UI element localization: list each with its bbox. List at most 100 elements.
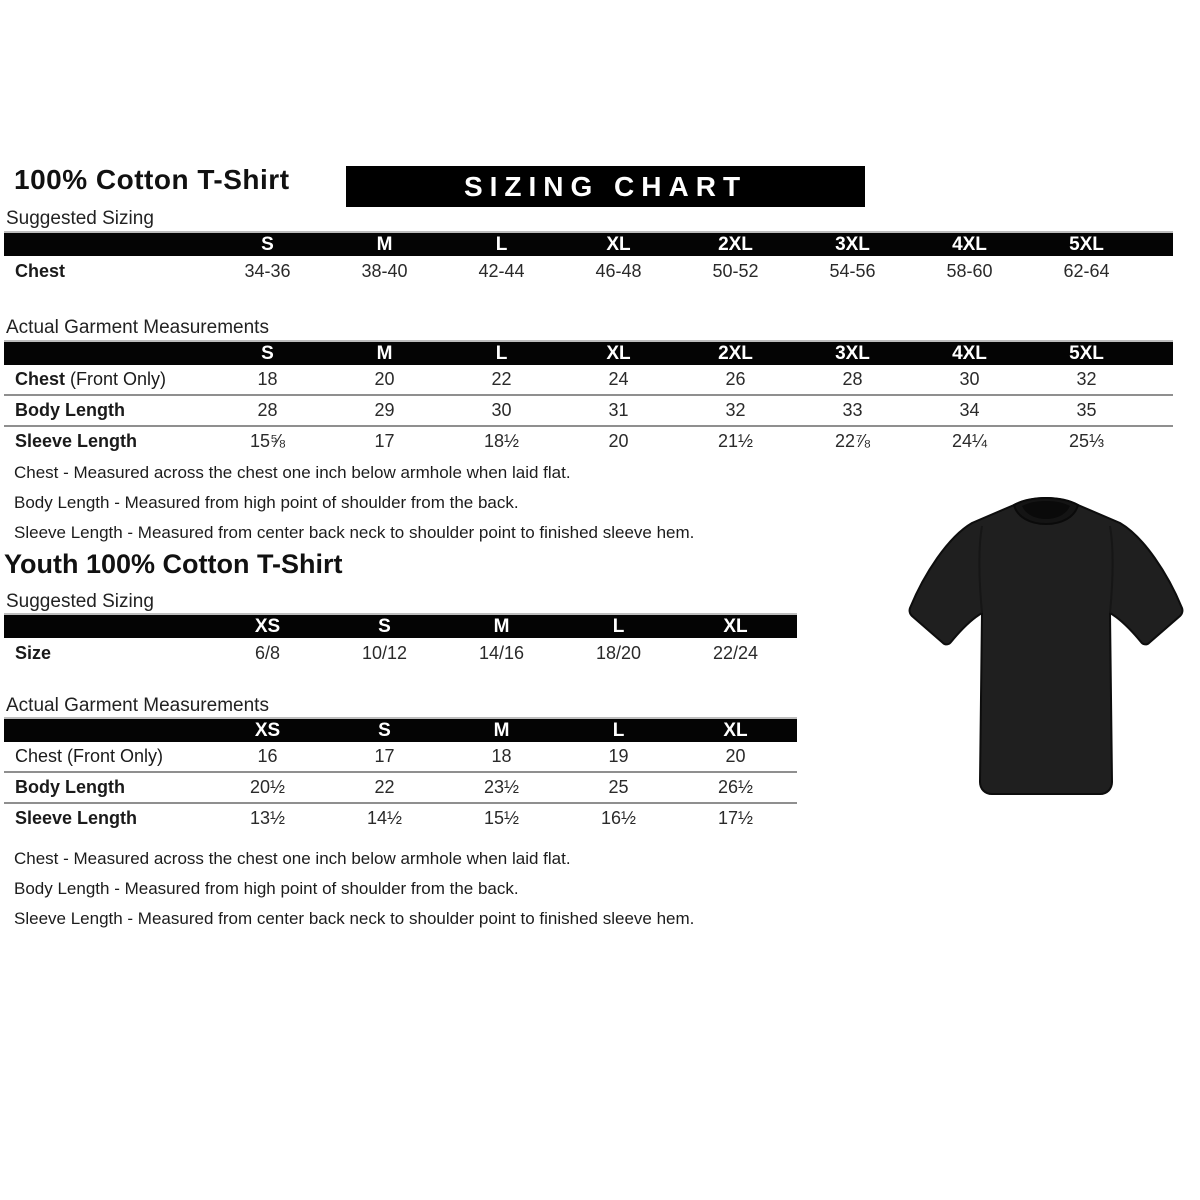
size-col-header: M — [443, 718, 560, 742]
tshirt-body-shape — [908, 496, 1184, 795]
row-label: Sleeve Length — [15, 808, 138, 828]
cell-value: 20 — [326, 365, 443, 396]
tshirt-right-seam — [1109, 525, 1114, 614]
note-body-length: Body Length - Measured from high point o… — [14, 493, 519, 512]
header-filler-cell — [1145, 232, 1173, 256]
table-header-row: XS S M L XL — [4, 718, 797, 742]
table-row-size: Size 6/8 10/12 14/16 18/20 22/24 — [4, 638, 797, 669]
cell-value: 50-52 — [712, 261, 759, 281]
table-header-row: S M L XL 2XL 3XL 4XL 5XL — [4, 232, 1173, 256]
cell-value: 14½ — [366, 808, 403, 828]
table-header-row: S M L XL 2XL 3XL 4XL 5XL — [4, 341, 1173, 365]
cell-value: 58-60 — [946, 261, 993, 281]
cell-value: 20½ — [209, 772, 326, 804]
youth-section-title: Youth 100% Cotton T-Shirt — [4, 549, 343, 579]
header-blank-cell — [4, 232, 209, 256]
row-label: Body Length — [4, 772, 209, 804]
cell-value: 21½ — [717, 431, 754, 451]
cell-value: 22 — [443, 365, 560, 396]
cell-value: 10/12 — [361, 643, 408, 663]
row-label: Chest (Front Only) — [4, 742, 209, 773]
sizing-chart-banner: SIZING CHART — [346, 166, 865, 207]
size-col-header: 5XL — [1028, 341, 1145, 365]
youth-suggested-sizing-label: Suggested Sizing — [6, 591, 154, 612]
cell-value: 42-44 — [478, 261, 525, 281]
cell-value: 32 — [677, 395, 794, 427]
row-label: Chest (Front Only) — [4, 365, 209, 396]
note-sleeve-length: Sleeve Length - Measured from center bac… — [14, 909, 695, 928]
header-blank-cell — [4, 341, 209, 365]
cell-value: 13½ — [249, 808, 286, 828]
row-label: Chest — [15, 261, 66, 281]
cell-value: 28 — [794, 365, 911, 396]
cell-value: 20 — [677, 742, 794, 773]
cell-value: 15⅝ — [249, 431, 286, 451]
size-col-header: 3XL — [794, 341, 911, 365]
cell-value: 24¼ — [951, 431, 988, 451]
cell-value: 18/20 — [595, 643, 642, 663]
cell-value: 16 — [209, 742, 326, 773]
note-sleeve-length: Sleeve Length - Measured from center bac… — [14, 523, 695, 542]
cell-value: 16½ — [600, 808, 637, 828]
size-col-header: L — [560, 718, 677, 742]
size-col-header: XS — [209, 718, 326, 742]
cell-value: 17 — [326, 742, 443, 773]
cell-value: 26½ — [677, 772, 794, 804]
size-col-header: S — [209, 232, 326, 256]
cell-value: 31 — [560, 395, 677, 427]
page-title: 100% Cotton T-Shirt — [14, 164, 290, 195]
size-col-header: XL — [560, 232, 677, 256]
size-col-header: 3XL — [794, 232, 911, 256]
row-label: Sleeve Length — [15, 431, 138, 451]
row-label: Size — [15, 643, 52, 663]
size-col-header: 4XL — [911, 232, 1028, 256]
cell-value: 25⅓ — [1068, 431, 1105, 451]
header-blank-cell — [4, 614, 209, 638]
cell-value: 30 — [911, 365, 1028, 396]
note-body-length: Body Length - Measured from high point o… — [14, 879, 519, 898]
cell-value: 26 — [677, 365, 794, 396]
size-col-header: L — [560, 614, 677, 638]
adult-measurement-notes: Chest - Measured across the chest one in… — [14, 458, 694, 548]
size-col-header: L — [443, 232, 560, 256]
cell-value: 25 — [560, 772, 677, 804]
cell-value: 22 — [326, 772, 443, 804]
cell-value: 22⅞ — [834, 431, 871, 451]
cell-value: 32 — [1028, 365, 1145, 396]
cell-value: 18½ — [483, 431, 520, 451]
cell-value: 35 — [1028, 395, 1145, 427]
cell-value: 30 — [443, 395, 560, 427]
tshirt-left-seam — [978, 525, 983, 614]
size-col-header: XL — [677, 614, 794, 638]
cell-value: 34-36 — [244, 261, 291, 281]
cell-value: 34 — [911, 395, 1028, 427]
cell-value: 54-56 — [829, 261, 876, 281]
cell-value: 15½ — [483, 808, 520, 828]
header-filler-cell — [1145, 341, 1173, 365]
table-row-body-length: Body Length 28 29 30 31 32 33 34 35 — [4, 395, 1173, 427]
tshirt-neck-shadow — [1022, 501, 1070, 519]
adult-actual-table: S M L XL 2XL 3XL 4XL 5XL Chest (Front On… — [4, 340, 1173, 456]
size-col-header: 5XL — [1028, 232, 1145, 256]
cell-value: 33 — [794, 395, 911, 427]
size-col-header: 4XL — [911, 341, 1028, 365]
cell-value: 20 — [608, 431, 629, 451]
size-col-header: XL — [677, 718, 794, 742]
cell-value: 24 — [560, 365, 677, 396]
cell-value: 17 — [374, 431, 395, 451]
cell-value: 18 — [209, 365, 326, 396]
table-row-body-length: Body Length 20½ 22 23½ 25 26½ — [4, 772, 797, 804]
youth-actual-table: XS S M L XL Chest (Front Only) 16 17 18 … — [4, 717, 797, 833]
youth-actual-measurements-label: Actual Garment Measurements — [6, 695, 269, 716]
header-filler-cell — [794, 718, 797, 742]
youth-measurement-notes: Chest - Measured across the chest one in… — [14, 844, 694, 934]
cell-value: 14/16 — [478, 643, 525, 663]
cell-value: 19 — [560, 742, 677, 773]
header-blank-cell — [4, 718, 209, 742]
size-col-header: S — [209, 341, 326, 365]
size-col-header: 2XL — [677, 341, 794, 365]
table-header-row: XS S M L XL — [4, 614, 797, 638]
size-col-header: 2XL — [677, 232, 794, 256]
table-row-chest-front-only: Chest (Front Only) 18 20 22 24 26 28 30 … — [4, 365, 1173, 396]
